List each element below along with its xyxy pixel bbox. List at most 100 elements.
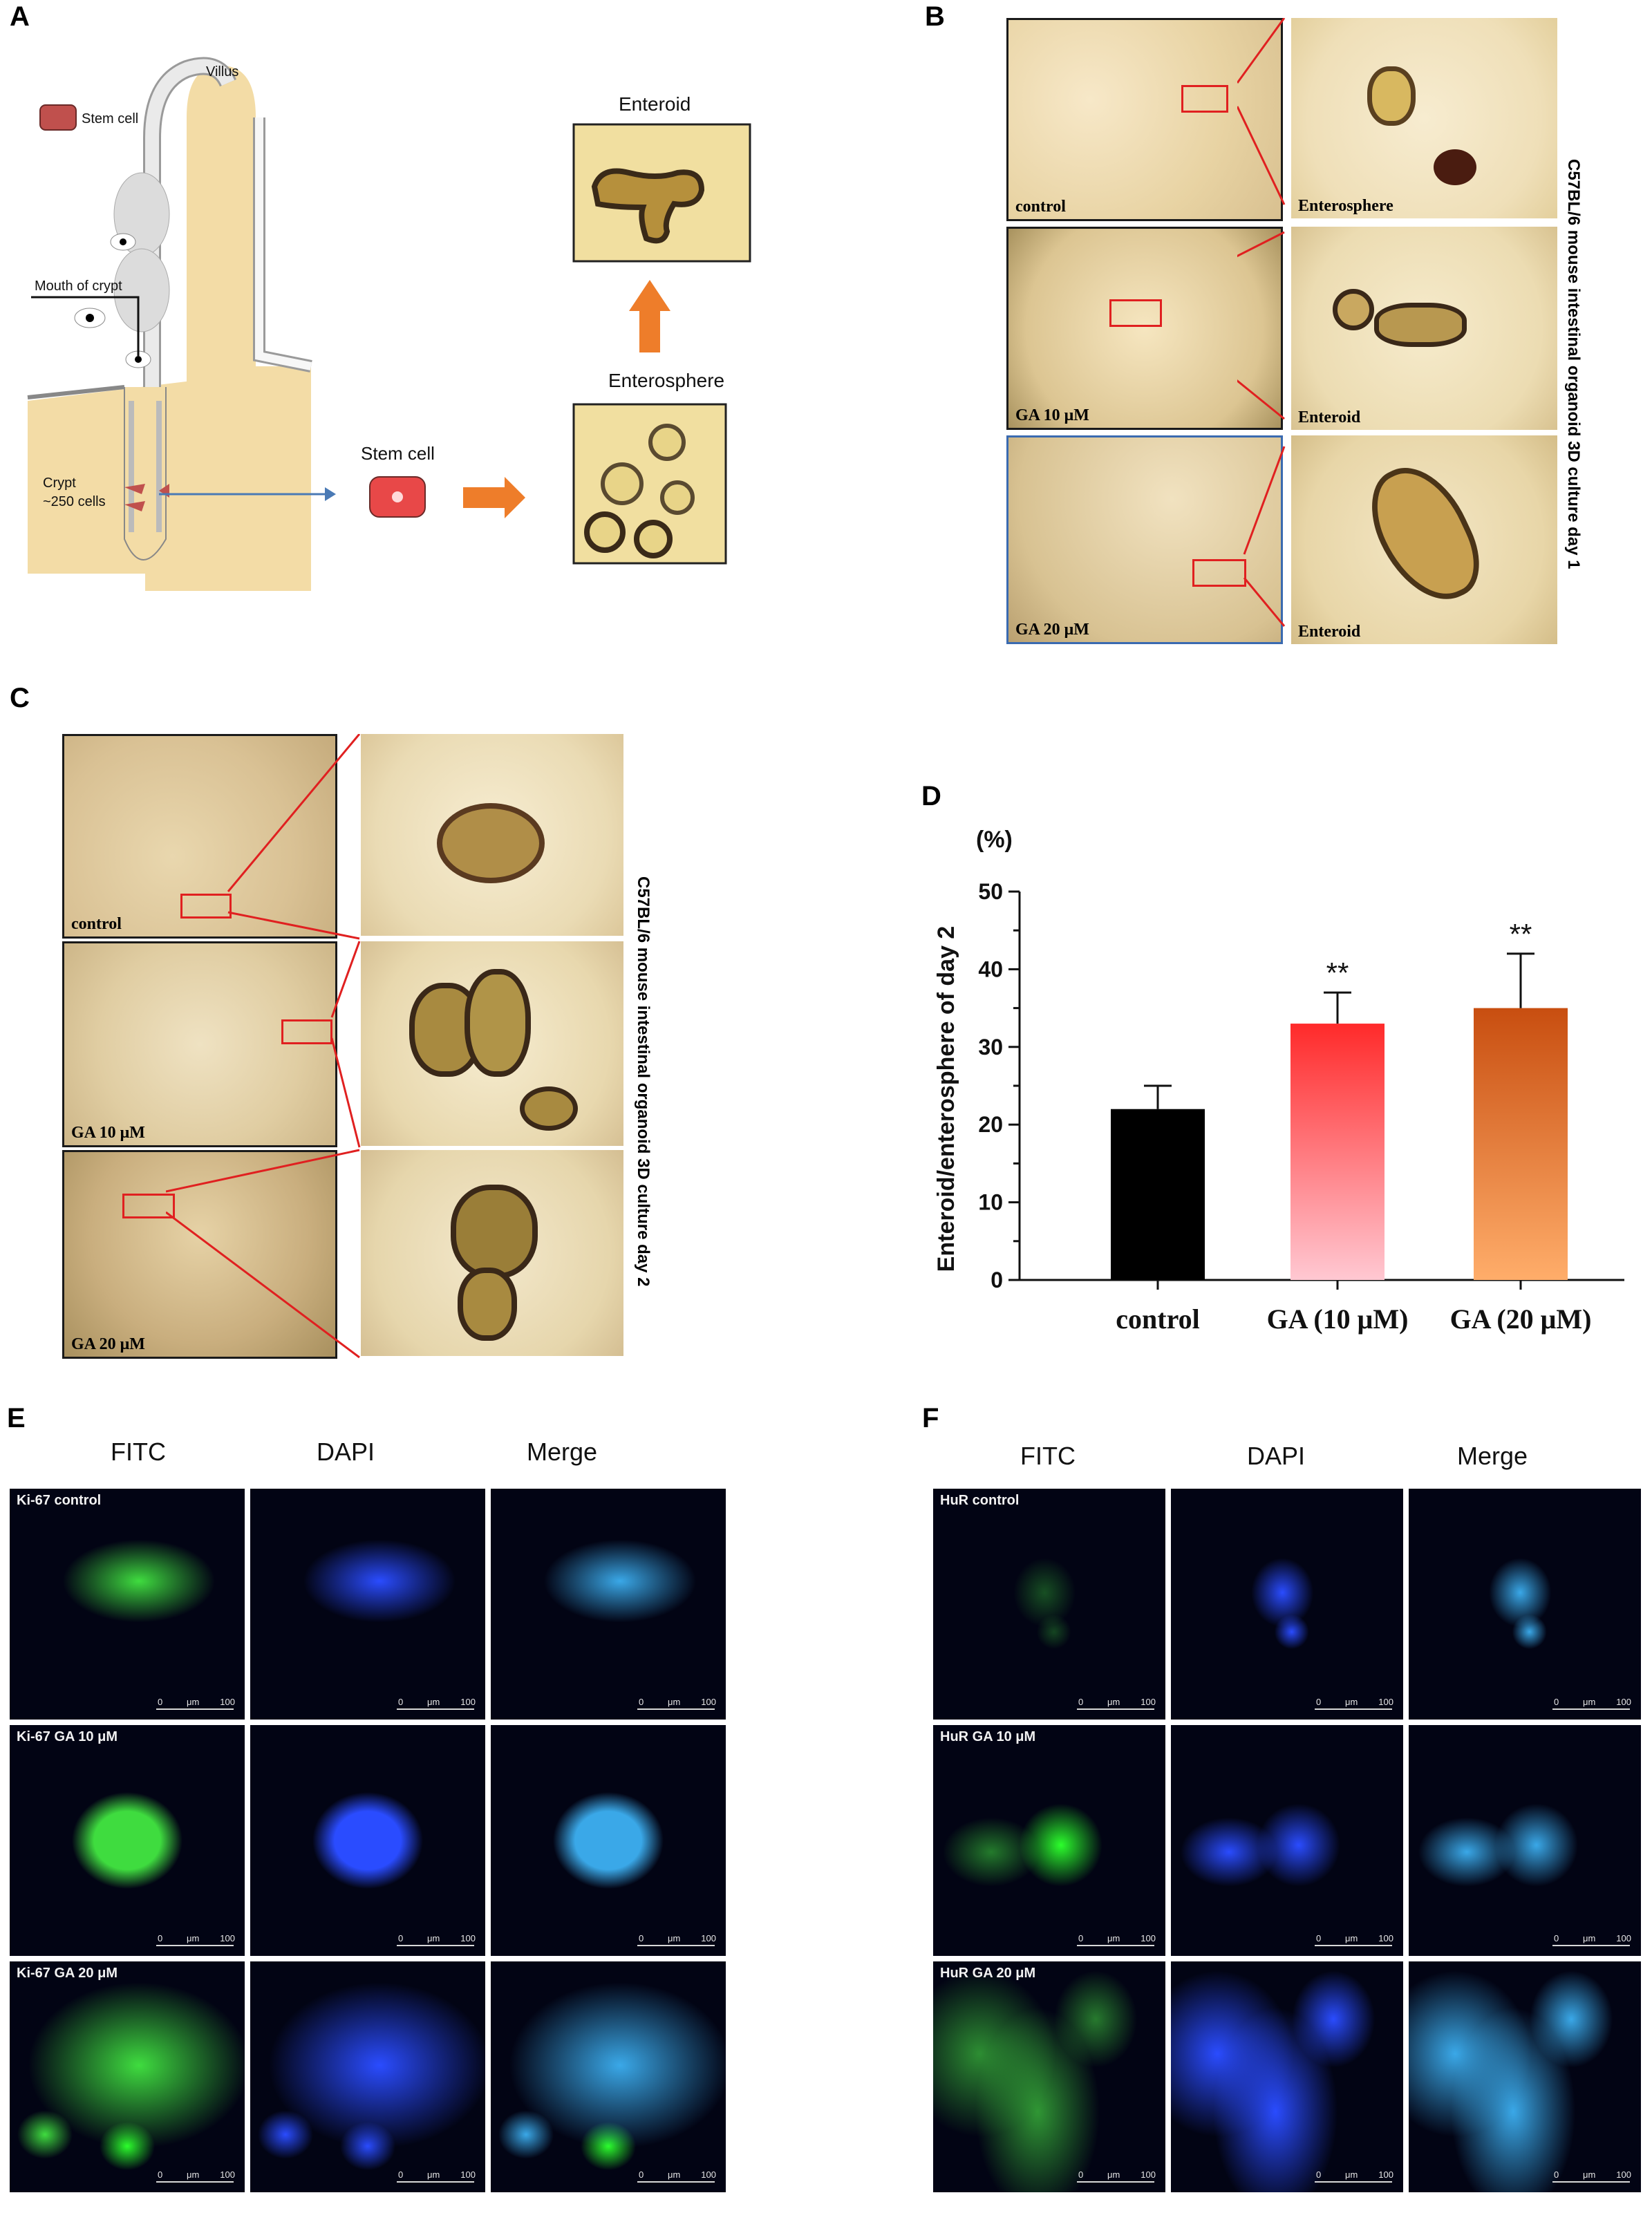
scale-bar-start: 0 (398, 1697, 404, 1707)
scale-bar-unit: μm (668, 2169, 681, 2180)
y-tick-label: 0 (991, 1268, 1003, 1292)
x-tick-label: control (1116, 1303, 1199, 1335)
panel_f-tile-merge: 0 μm 100 (1409, 1725, 1641, 1956)
enterosphere-title: Enterosphere (608, 370, 724, 391)
panel_f-tile-merge: 0 μm 100 (1409, 1961, 1641, 2192)
scale-bar-end: 100 (701, 1933, 716, 1943)
scale-bar-end: 100 (1141, 1933, 1156, 1943)
stem-cell-legend-label: Stem cell (82, 111, 138, 126)
scale-bar-start: 0 (158, 1697, 163, 1707)
panel-b-zoom-label: Enteroid (1298, 623, 1361, 641)
panel-b-ga20-overview: GA 20 μM (1006, 435, 1283, 644)
scale-bar-start: 0 (1554, 1933, 1559, 1943)
scale-bar-unit: μm (1107, 1933, 1120, 1943)
scale-bar-unit: μm (187, 1933, 200, 1943)
scale-bar-end: 100 (1378, 1933, 1393, 1943)
scale-bar-unit: μm (427, 1697, 440, 1707)
panel_e-tile-dapi: 0 μm 100 (250, 1725, 485, 1956)
scale-bar: 0 μm 100 (1074, 2167, 1157, 2188)
scale-bar-end: 100 (460, 2169, 476, 2180)
scale-bar-end: 100 (1616, 1933, 1631, 1943)
significance-marker: ** (1326, 957, 1349, 989)
panel-c-row-label: GA 10 μM (71, 1124, 145, 1142)
panel_f-row-label: HuR control (940, 1493, 1020, 1508)
panel-label-a: A (10, 1, 30, 32)
scale-bar-unit: μm (1583, 1933, 1596, 1943)
panel_e-row-label: Ki-67 control (17, 1493, 102, 1508)
panel-b-zoom-label: Enterosphere (1298, 197, 1393, 215)
panel_e-tile-merge: 0 μm 100 (491, 1725, 726, 1956)
panel-f-header-fitc: FITC (1020, 1442, 1076, 1470)
stem-cell-title: Stem cell (361, 443, 435, 464)
crypt-villus-diagram: Stem cell Villus Mouth of crypt Crypt ~2… (27, 57, 751, 591)
scale-bar: 0 μm 100 (1312, 1695, 1395, 1715)
panel-c-control-overview: control (62, 734, 337, 939)
scale-bar: 0 μm 100 (1074, 1931, 1157, 1952)
panel_f-tile-dapi: 0 μm 100 (1171, 1725, 1403, 1956)
panel_f-tile-fitc: HuR GA 20 μM 0 μm 100 (933, 1961, 1165, 2192)
panel-c-ga20-zoom (361, 1150, 623, 1356)
panel_f-tile-dapi: 0 μm 100 (1171, 1961, 1403, 2192)
panel-b-ga20-zoom: Enteroid (1291, 435, 1557, 644)
panel_e-tile-fitc: Ki-67 GA 20 μM 0 μm 100 (10, 1961, 245, 2192)
panel-e-image-grid: Ki-67 control 0 μm 100 0 μm 100 0 μm 100 Ki-67 GA … (10, 1489, 726, 2209)
scale-bar-end: 100 (1616, 2169, 1631, 2180)
scale-bar: 0 μm 100 (394, 2167, 477, 2188)
panel_e-tile-dapi: 0 μm 100 (250, 1961, 485, 2192)
panel-c-ga10-zoom (361, 941, 623, 1146)
scale-bar-end: 100 (460, 1697, 476, 1707)
scale-bar-start: 0 (1316, 1697, 1322, 1707)
panel_e-tile-merge: 0 μm 100 (491, 1961, 726, 2192)
scale-bar: 0 μm 100 (1074, 1695, 1157, 1715)
panel-b-side-label: C57BL/6 mouse intestinal organoid 3D cul… (1564, 159, 1583, 569)
scale-bar: 0 μm 100 (1550, 2167, 1633, 2188)
scale-bar-unit: μm (1107, 2169, 1120, 2180)
scale-bar: 0 μm 100 (1550, 1931, 1633, 1952)
panel_f-row-label: HuR GA 20 μM (940, 1966, 1036, 1981)
scale-bar-start: 0 (398, 2169, 404, 2180)
scale-bar-end: 100 (220, 2169, 235, 2180)
panel_f-tile-merge: 0 μm 100 (1409, 1489, 1641, 1720)
x-tick-label: GA (10 μM) (1267, 1303, 1409, 1335)
scale-bar-end: 100 (220, 1697, 235, 1707)
panel-f-image-grid: HuR control 0 μm 100 0 μm 100 0 μm 100 HuR GA 10 μ… (933, 1489, 1645, 2209)
panel-c-row-label: GA 20 μM (71, 1335, 145, 1353)
scale-bar-end: 100 (1141, 2169, 1156, 2180)
scale-bar-unit: μm (1583, 1697, 1596, 1707)
scale-bar-unit: μm (427, 2169, 440, 2180)
scale-bar-end: 100 (701, 2169, 716, 2180)
scale-bar-start: 0 (1554, 2169, 1559, 2180)
scale-bar-start: 0 (1554, 1697, 1559, 1707)
scale-bar: 0 μm 100 (1312, 1931, 1395, 1952)
panel-b-zoom-label: Enteroid (1298, 408, 1361, 426)
y-unit-label: (%) (976, 827, 1013, 853)
panel-label-c: C (10, 683, 30, 713)
panel-b-row-label: GA 10 μM (1015, 406, 1089, 424)
scale-bar-unit: μm (1583, 2169, 1596, 2180)
panel-c-side-label: C57BL/6 mouse intestinal organoid 3D cul… (634, 876, 653, 1287)
scale-bar-end: 100 (220, 1933, 235, 1943)
scale-bar-unit: μm (668, 1697, 681, 1707)
scale-bar-start: 0 (639, 1697, 644, 1707)
scale-bar-end: 100 (1378, 2169, 1393, 2180)
panel_f-row-label: HuR GA 10 μM (940, 1729, 1036, 1744)
panel-e-header-merge: Merge (527, 1438, 598, 1466)
panel-label-d: D (921, 781, 941, 811)
x-tick-label: GA (20 μM) (1450, 1303, 1592, 1335)
bar (1290, 1024, 1385, 1280)
panel-c-control-zoom (361, 734, 623, 936)
panel_f-tile-fitc: HuR control 0 μm 100 (933, 1489, 1165, 1720)
panel_f-tile-dapi: 0 μm 100 (1171, 1489, 1403, 1720)
mouth-of-crypt-label: Mouth of crypt (35, 279, 122, 294)
panel-b-row-label: GA 20 μM (1015, 621, 1089, 639)
panel-f-header-merge: Merge (1457, 1442, 1528, 1470)
scale-bar: 0 μm 100 (153, 2167, 236, 2188)
panel_e-tile-fitc: Ki-67 control 0 μm 100 (10, 1489, 245, 1720)
villus-label: Villus (206, 64, 238, 79)
panel-f-header-dapi: DAPI (1247, 1442, 1306, 1470)
scale-bar-unit: μm (187, 1697, 200, 1707)
scale-bar-start: 0 (398, 1933, 404, 1943)
scale-bar-unit: μm (427, 1933, 440, 1943)
scale-bar-start: 0 (1078, 2169, 1084, 2180)
scale-bar-unit: μm (187, 2169, 200, 2180)
